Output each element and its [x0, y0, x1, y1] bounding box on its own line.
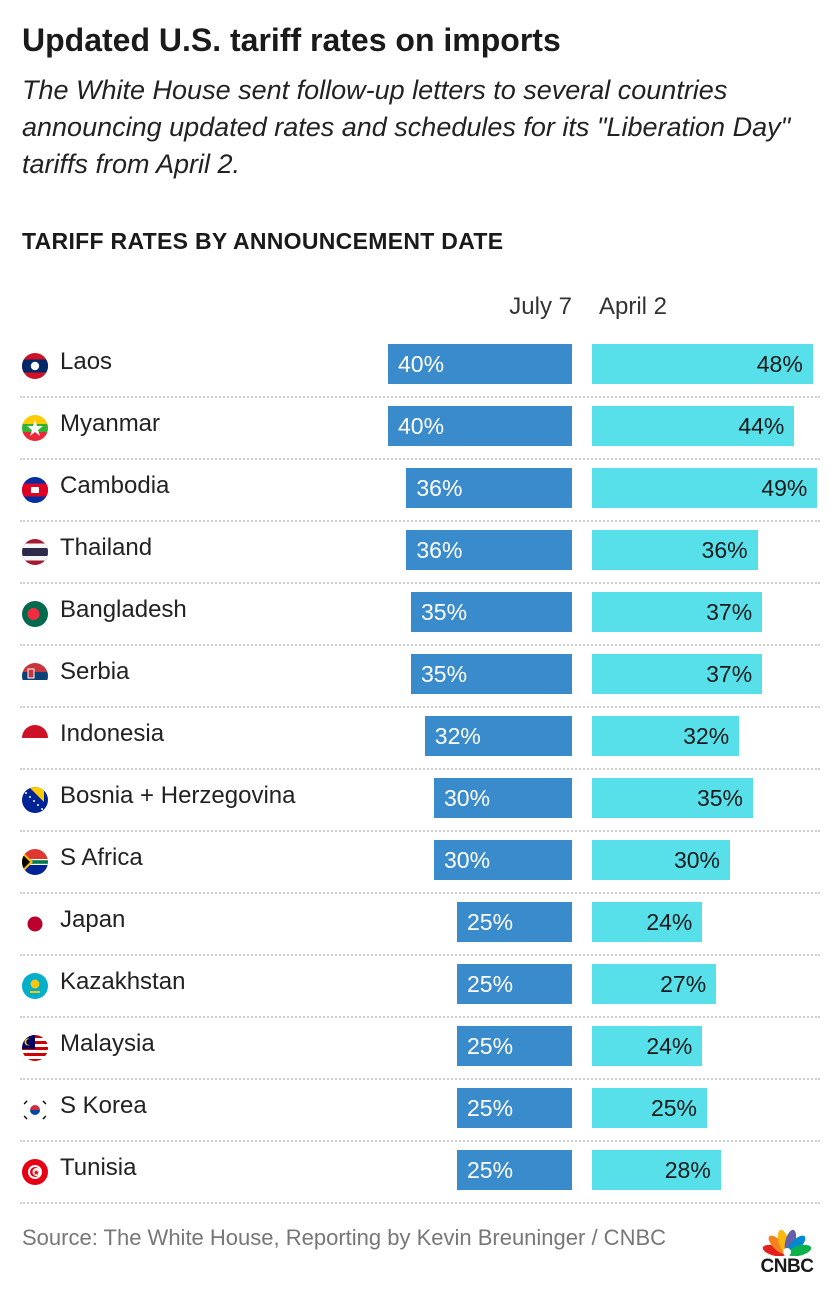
chart-row: S Korea 25% 25%: [20, 1080, 820, 1142]
bar-july-7: 30%: [434, 840, 572, 880]
bar-july-7: 25%: [457, 902, 572, 942]
chart-row: Serbia 35% 37%: [20, 646, 820, 708]
bar-april-2: 37%: [592, 592, 763, 632]
bar-july-7: 32%: [424, 716, 572, 756]
source-note: Source: The White House, Reporting by Ke…: [22, 1225, 667, 1250]
chart-row: Bosnia + Herzegovina 30% 35%: [20, 770, 820, 832]
row-divider: [20, 954, 820, 956]
chart-subtitle: The White House sent follow-up letters t…: [22, 75, 791, 179]
country-label: Cambodia: [60, 472, 170, 499]
row-divider: [20, 706, 820, 708]
bar-april-2: 35%: [592, 778, 753, 818]
country-label: Malaysia: [60, 1030, 155, 1057]
chart-row: Tunisia 25% 28%: [20, 1142, 820, 1204]
legend-july-7: July 7: [509, 293, 572, 320]
cnbc-peacock-icon: [762, 1229, 812, 1257]
chart-title: Updated U.S. tariff rates on imports: [22, 22, 561, 58]
malaysia-flag-icon: [22, 1035, 48, 1061]
row-divider: [20, 582, 820, 584]
tunisia-flag-icon: [22, 1159, 48, 1185]
row-divider: [20, 520, 820, 522]
bar-april-2: 24%: [592, 1026, 703, 1066]
bar-july-7: 25%: [457, 1026, 572, 1066]
bosnia-flag-icon: [22, 787, 48, 813]
chart-row: Indonesia 32% 32%: [20, 708, 820, 770]
row-divider: [20, 1140, 820, 1142]
cnbc-logo: CNBC: [756, 1222, 818, 1282]
bar-july-7: 40%: [388, 344, 572, 384]
bar-july-7: 25%: [457, 1150, 572, 1190]
legend-april-2: April 2: [599, 293, 668, 320]
bar-april-2: 30%: [592, 840, 730, 880]
japan-flag-icon: [22, 911, 48, 937]
myanmar-flag-icon: [22, 415, 48, 441]
bangladesh-flag-icon: [22, 601, 48, 627]
chart-row: Japan 25% 24%: [20, 894, 820, 956]
bar-april-2: 25%: [592, 1088, 707, 1128]
country-label: Indonesia: [60, 720, 165, 747]
row-divider: [20, 396, 820, 398]
bar-july-7: 25%: [457, 964, 572, 1004]
thailand-flag-icon: [22, 539, 48, 565]
country-label: Bangladesh: [60, 596, 187, 623]
country-label: Thailand: [60, 534, 153, 561]
country-label: Laos: [60, 348, 113, 375]
bar-april-2: 37%: [592, 654, 763, 694]
chart-row: Myanmar 40% 44%: [20, 398, 820, 460]
chart-row: Cambodia 36% 49%: [20, 460, 820, 522]
bar-july-7: 25%: [457, 1088, 572, 1128]
row-divider: [20, 892, 820, 894]
laos-flag-icon: [22, 353, 48, 379]
bar-april-2: 27%: [592, 964, 717, 1004]
bar-april-2: 28%: [592, 1150, 721, 1190]
chart-row: Malaysia 25% 24%: [20, 1018, 820, 1080]
south-africa-flag-icon: [22, 849, 48, 875]
chart-row: Kazakhstan 25% 27%: [20, 956, 820, 1018]
bar-july-7: 36%: [406, 530, 572, 570]
country-label: Kazakhstan: [60, 968, 186, 995]
country-label: Tunisia: [60, 1154, 137, 1181]
country-label: Serbia: [60, 658, 130, 685]
country-label: S Africa: [60, 844, 143, 871]
country-label: Japan: [60, 906, 126, 933]
indonesia-flag-icon: [22, 725, 48, 751]
kazakhstan-flag-icon: [22, 973, 48, 999]
bar-july-7: 35%: [411, 592, 572, 632]
row-divider: [20, 1016, 820, 1018]
bar-july-7: 36%: [406, 468, 572, 508]
row-divider: [20, 1202, 820, 1204]
chart-row: Bangladesh 35% 37%: [20, 584, 820, 646]
bar-july-7: 40%: [388, 406, 572, 446]
row-divider: [20, 830, 820, 832]
country-label: Bosnia + Herzegovina: [60, 782, 296, 809]
section-heading: TARIFF RATES BY ANNOUNCEMENT DATE: [22, 228, 504, 254]
bar-april-2: 36%: [592, 530, 758, 570]
bar-april-2: 32%: [592, 716, 740, 756]
south-korea-flag-icon: [22, 1097, 48, 1123]
chart-row: Laos 40% 48%: [20, 336, 820, 398]
serbia-flag-icon: [22, 663, 48, 689]
cambodia-flag-icon: [22, 477, 48, 503]
country-label: S Korea: [60, 1092, 147, 1119]
bar-april-2: 49%: [592, 468, 818, 508]
cnbc-wordmark: CNBC: [760, 1256, 814, 1277]
row-divider: [20, 1078, 820, 1080]
chart-row: Thailand 36% 36%: [20, 522, 820, 584]
bar-april-2: 24%: [592, 902, 703, 942]
chart-row: S Africa 30% 30%: [20, 832, 820, 894]
row-divider: [20, 768, 820, 770]
row-divider: [20, 644, 820, 646]
bar-july-7: 35%: [411, 654, 572, 694]
country-label: Myanmar: [60, 410, 161, 437]
bar-july-7: 30%: [434, 778, 572, 818]
bar-april-2: 44%: [592, 406, 795, 446]
bar-april-2: 48%: [592, 344, 813, 384]
row-divider: [20, 458, 820, 460]
